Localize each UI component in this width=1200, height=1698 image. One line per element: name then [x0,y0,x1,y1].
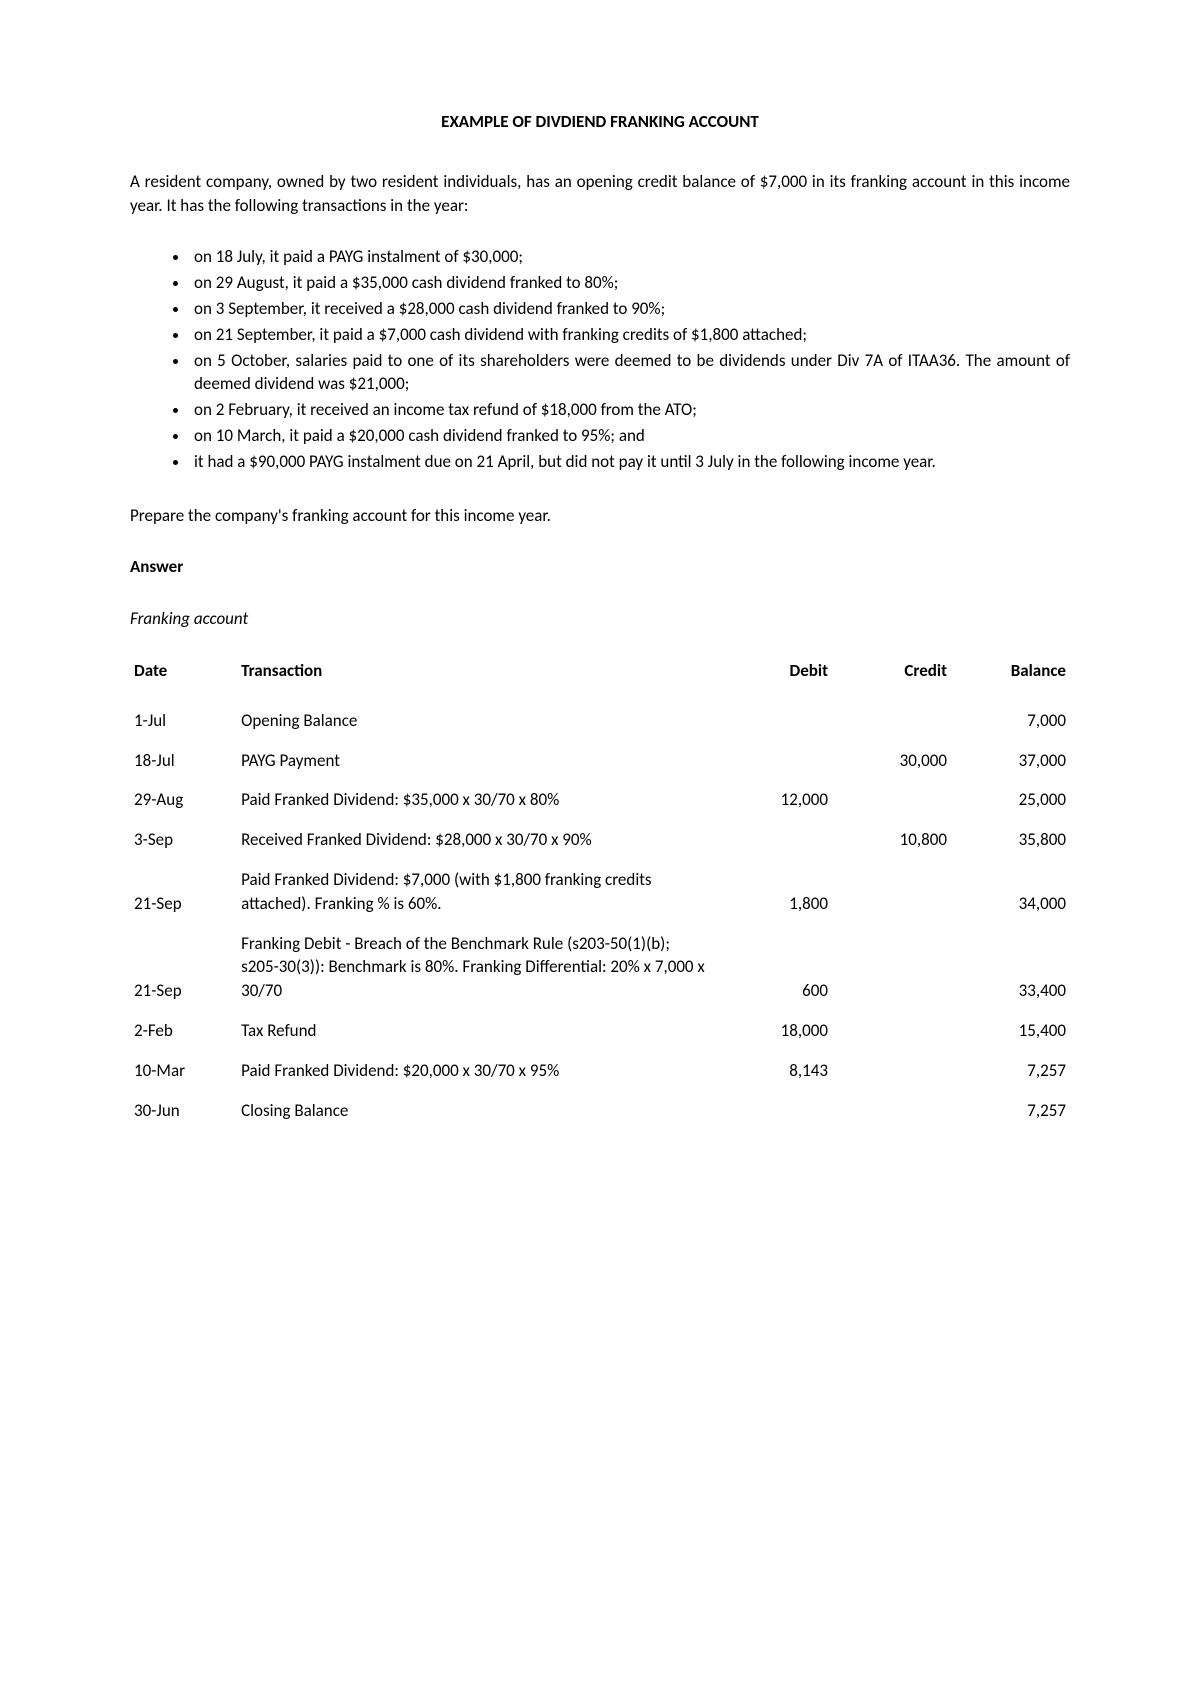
cell-credit: 10,800 [832,820,951,860]
list-item: on 18 July, it paid a PAYG instalment of… [190,245,1070,269]
table-row: 10-Mar Paid Franked Dividend: $20,000 x … [130,1051,1070,1091]
cell-date: 30-Jun [130,1091,237,1131]
cell-date: 2-Feb [130,1011,237,1051]
cell-balance: 37,000 [951,741,1070,781]
instruction-text: Prepare the company's franking account f… [130,504,1070,528]
cell-credit [832,1011,951,1051]
header-transaction: Transaction [237,653,713,701]
cell-debit: 600 [713,924,832,1011]
table-row: 21-Sep Paid Franked Dividend: $7,000 (wi… [130,860,1070,924]
cell-credit: 30,000 [832,741,951,781]
cell-transaction: Franking Debit - Breach of the Benchmark… [237,924,713,1011]
cell-transaction: Paid Franked Dividend: $20,000 x 30/70 x… [237,1051,713,1091]
list-item: on 5 October, salaries paid to one of it… [190,349,1070,397]
table-row: 18-Jul PAYG Payment 30,000 37,000 [130,741,1070,781]
cell-debit: 8,143 [713,1051,832,1091]
header-debit: Debit [713,653,832,701]
table-body: 1-Jul Opening Balance 7,000 18-Jul PAYG … [130,701,1070,1131]
cell-credit [832,1051,951,1091]
table-row: 21-Sep Franking Debit - Breach of the Be… [130,924,1070,1011]
list-item: it had a $90,000 PAYG instalment due on … [190,450,1070,474]
cell-credit [832,860,951,924]
franking-account-table: Date Transaction Debit Credit Balance 1-… [130,653,1070,1130]
cell-transaction: Paid Franked Dividend: $35,000 x 30/70 x… [237,780,713,820]
cell-credit [832,924,951,1011]
intro-paragraph: A resident company, owned by two residen… [130,170,1070,218]
cell-balance: 25,000 [951,780,1070,820]
table-row: 30-Jun Closing Balance 7,257 [130,1091,1070,1131]
cell-balance: 7,257 [951,1091,1070,1131]
cell-balance: 7,000 [951,701,1070,741]
cell-debit [713,701,832,741]
cell-balance: 15,400 [951,1011,1070,1051]
cell-debit: 1,800 [713,860,832,924]
cell-balance: 35,800 [951,820,1070,860]
header-balance: Balance [951,653,1070,701]
cell-balance: 34,000 [951,860,1070,924]
list-item: on 10 March, it paid a $20,000 cash divi… [190,424,1070,448]
cell-transaction: Closing Balance [237,1091,713,1131]
cell-credit [832,1091,951,1131]
cell-credit [832,701,951,741]
cell-date: 21-Sep [130,860,237,924]
list-item: on 21 September, it paid a $7,000 cash d… [190,323,1070,347]
cell-debit: 12,000 [713,780,832,820]
table-row: 3-Sep Received Franked Dividend: $28,000… [130,820,1070,860]
cell-debit [713,1091,832,1131]
list-item: on 29 August, it paid a $35,000 cash div… [190,271,1070,295]
transaction-bullet-list: on 18 July, it paid a PAYG instalment of… [130,245,1070,473]
cell-balance: 7,257 [951,1051,1070,1091]
cell-transaction: PAYG Payment [237,741,713,781]
answer-heading: Answer [130,555,1070,579]
cell-date: 1-Jul [130,701,237,741]
header-date: Date [130,653,237,701]
cell-debit: 18,000 [713,1011,832,1051]
table-header-row: Date Transaction Debit Credit Balance [130,653,1070,701]
table-row: 1-Jul Opening Balance 7,000 [130,701,1070,741]
cell-transaction: Opening Balance [237,701,713,741]
cell-credit [832,780,951,820]
header-credit: Credit [832,653,951,701]
cell-transaction: Tax Refund [237,1011,713,1051]
cell-transaction: Paid Franked Dividend: $7,000 (with $1,8… [237,860,713,924]
table-row: 29-Aug Paid Franked Dividend: $35,000 x … [130,780,1070,820]
cell-date: 18-Jul [130,741,237,781]
list-item: on 3 September, it received a $28,000 ca… [190,297,1070,321]
cell-debit [713,741,832,781]
cell-debit [713,820,832,860]
cell-balance: 33,400 [951,924,1070,1011]
cell-transaction: Received Franked Dividend: $28,000 x 30/… [237,820,713,860]
table-row: 2-Feb Tax Refund 18,000 15,400 [130,1011,1070,1051]
cell-date: 3-Sep [130,820,237,860]
cell-date: 21-Sep [130,924,237,1011]
cell-date: 10-Mar [130,1051,237,1091]
table-heading: Franking account [130,607,1070,631]
document-title: EXAMPLE OF DIVDIEND FRANKING ACCOUNT [130,110,1070,134]
list-item: on 2 February, it received an income tax… [190,398,1070,422]
cell-date: 29-Aug [130,780,237,820]
